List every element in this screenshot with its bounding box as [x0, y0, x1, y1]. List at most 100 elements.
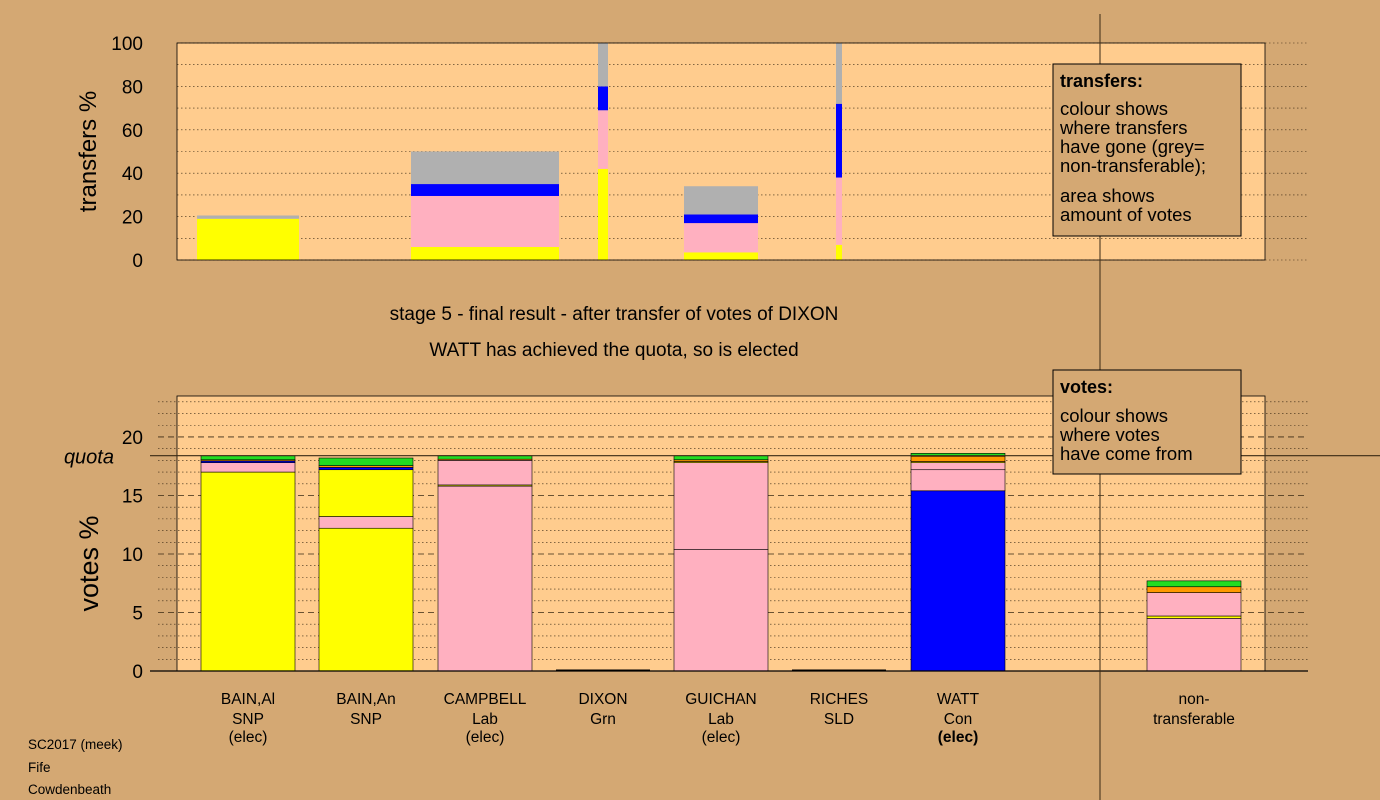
- quota-label: quota: [64, 447, 114, 469]
- candidate-party: Con: [944, 711, 972, 728]
- transfer-segment: [836, 244, 842, 260]
- council-name: Fife: [28, 760, 51, 775]
- candidate-status: (elec): [702, 729, 741, 746]
- vote-segment: [437, 485, 533, 672]
- candidate-party: Lab: [472, 711, 498, 728]
- candidate-name: BAIN,An: [336, 691, 395, 708]
- nontransferable-label: non-: [1178, 691, 1209, 708]
- transfer-segment: [836, 43, 842, 104]
- stage-title: stage 5 - final result - after transfer …: [390, 304, 839, 325]
- transfer-segment: [598, 43, 608, 87]
- vote-segment: [1146, 592, 1242, 617]
- votes-y-tick-label: 10: [122, 545, 143, 566]
- vote-segment: [318, 467, 414, 471]
- vote-segment: [673, 548, 769, 672]
- candidate-party: SLD: [824, 711, 854, 728]
- vote-segment: [200, 471, 296, 672]
- votes-y-ticks: 0 5 10 15 20: [122, 428, 143, 683]
- candidate-name: GUICHAN: [685, 691, 756, 708]
- transfers-legend-line: where transfers: [1059, 117, 1188, 138]
- vote-segment: [1146, 586, 1242, 593]
- candidate-status: (elec): [229, 729, 268, 746]
- transfers-legend: transfers: colour shows where transfers …: [1052, 63, 1242, 237]
- transfer-segment: [836, 103, 842, 178]
- nontransferable-label: transferable: [1153, 711, 1235, 728]
- transfer-segment: [197, 218, 299, 260]
- vote-segment: [1146, 580, 1242, 588]
- transfers-legend-title: transfers:: [1060, 71, 1143, 91]
- vote-segment: [1146, 615, 1242, 619]
- transfer-segment: [598, 86, 608, 111]
- transfer-segment: [684, 186, 758, 215]
- vote-segment: [673, 455, 769, 461]
- transfer-segment: [197, 215, 299, 219]
- votes-legend-line: have come from: [1060, 443, 1193, 464]
- transfers-legend-line: amount of votes: [1060, 204, 1192, 225]
- transfers-plot-border: [176, 42, 1266, 261]
- candidate-party: Lab: [708, 711, 734, 728]
- transfer-segment: [411, 151, 559, 185]
- transfers-legend-line: colour shows: [1060, 98, 1168, 119]
- transfer-segment: [411, 246, 559, 260]
- vote-segment: [910, 490, 1006, 672]
- vote-segment: [200, 462, 296, 473]
- transfer-segment: [836, 177, 842, 245]
- stage-subtitle: WATT has achieved the quota, so is elect…: [429, 340, 798, 361]
- transfers-legend-box: [1052, 63, 1242, 237]
- transfers-y-tick-label: 40: [122, 164, 143, 185]
- candidate-labels: BAIN,AlSNP(elec)BAIN,AnSNPCAMPBELLLab(el…: [221, 691, 1235, 746]
- votes-legend-title: votes:: [1060, 377, 1113, 397]
- transfer-segment: [684, 223, 758, 253]
- candidate-party: SNP: [350, 711, 382, 728]
- votes-y-tick-label: 5: [132, 603, 143, 624]
- election-name: SC2017 (meek): [28, 737, 123, 752]
- transfers-y-tick-label: 0: [132, 251, 143, 272]
- vote-segment: [318, 516, 414, 529]
- vote-segment: [910, 455, 1006, 462]
- votes-y-tick-label: 15: [122, 486, 143, 507]
- transfer-segment: [598, 110, 608, 169]
- transfers-y-tick-label: 60: [122, 121, 143, 142]
- votes-bars: [200, 453, 1242, 672]
- transfer-segment: [411, 195, 559, 247]
- ward-name: Cowdenbeath: [28, 782, 111, 797]
- vote-segment: [910, 469, 1006, 492]
- transfers-y-axis-label: transfers %: [75, 91, 102, 212]
- transfers-y-tick-label: 100: [111, 34, 143, 55]
- candidate-name: BAIN,Al: [221, 691, 275, 708]
- vote-segment: [910, 462, 1006, 471]
- candidate-name: DIXON: [578, 691, 627, 708]
- candidate-name: CAMPBELL: [444, 691, 527, 708]
- votes-legend: votes: colour shows where votes have com…: [1052, 369, 1242, 475]
- transfer-segment: [598, 168, 608, 260]
- candidate-status: (elec): [938, 729, 979, 746]
- vote-segment: [673, 462, 769, 550]
- transfer-segment: [684, 214, 758, 224]
- vote-segment: [318, 457, 414, 466]
- transfers-y-tick-label: 80: [122, 77, 143, 98]
- transfers-legend-line: have gone (grey=: [1060, 136, 1205, 157]
- candidate-name: RICHES: [810, 691, 869, 708]
- transfers-bars: [197, 43, 842, 260]
- votes-y-tick-label: 0: [132, 662, 143, 683]
- candidate-status: (elec): [466, 729, 505, 746]
- transfers-legend-line: area shows: [1060, 185, 1155, 206]
- votes-y-tick-label: 20: [122, 428, 143, 449]
- transfers-legend-line: non-transferable);: [1060, 155, 1206, 176]
- votes-legend-box: [1052, 369, 1242, 475]
- candidate-name: WATT: [937, 691, 980, 708]
- candidate-party: Grn: [590, 711, 616, 728]
- candidate-party: SNP: [232, 711, 264, 728]
- votes-y-axis-label: votes %: [74, 515, 104, 611]
- transfer-segment: [684, 252, 758, 260]
- transfer-segment: [411, 184, 559, 196]
- vote-segment: [200, 455, 296, 461]
- votes-legend-line: where votes: [1059, 424, 1160, 445]
- vote-segment: [318, 469, 414, 517]
- votes-legend-line: colour shows: [1060, 405, 1168, 426]
- vote-segment: [318, 527, 414, 672]
- transfers-y-tick-label: 20: [122, 208, 143, 229]
- vote-segment: [1146, 618, 1242, 672]
